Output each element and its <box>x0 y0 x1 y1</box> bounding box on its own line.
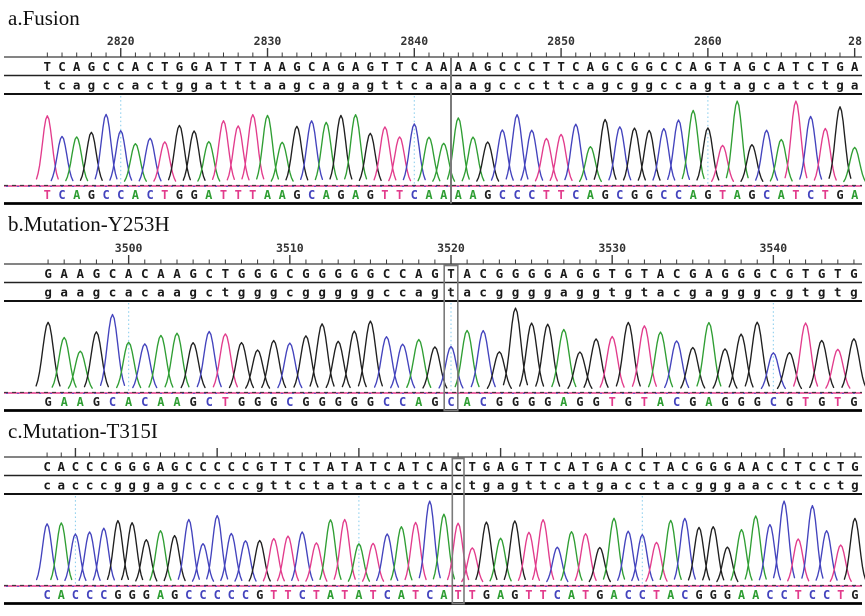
ruler-number: 2840 <box>400 34 428 48</box>
position-ruler: 3500 3510 3520 3530 3540 <box>4 241 862 265</box>
position-ruler: 2820 2830 2840 2850 2860 28 <box>4 34 862 58</box>
ruler-number: 2830 <box>254 34 282 48</box>
ruler-number: 2820 <box>107 34 135 48</box>
ruler-number: 2860 <box>694 34 722 48</box>
ruler-number: 3500 <box>115 241 143 255</box>
chromatogram-canvas: 3500 3510 3520 3530 3540 GAAGCACAAGCTGGGCGGGG… <box>4 241 865 412</box>
reference-sequence-lower: cacccgggagcccccgttctatatcatcactgagttcatg… <box>43 477 858 492</box>
chromatogram-canvas: CACCCGGGAGCCCCCGTTCTATATCATCACTGAGTTCATG… <box>4 447 865 605</box>
mutation-box <box>451 457 465 605</box>
ruler-number: 2850 <box>547 34 575 48</box>
ruler-number: 3510 <box>276 241 304 255</box>
ruler-number: 3530 <box>598 241 626 255</box>
ruler-number: 28 <box>848 34 862 48</box>
ruler-number: 3520 <box>437 241 465 255</box>
position-ruler <box>4 447 862 458</box>
reference-sequence-upper: CACCCGGGAGCCCCCGTTCTATATCATCACTGAGTTCATG… <box>43 459 858 474</box>
reference-sequence-lower: gaagcacaagctgggcgggggccagtacggggaggtgtac… <box>44 284 857 299</box>
trace-peaks <box>35 100 865 183</box>
panel-title-t315i: c.Mutation-T315I <box>8 418 158 443</box>
chromatogram-t315i: CACCCGGGAGCCCCCGTTCTATATCATCACTGAGTTCATG… <box>0 446 865 607</box>
panel-fusion: a.Fusion 2820 2830 2840 2850 2860 28 TCAGCCACT… <box>0 5 865 207</box>
trace-peaks <box>35 500 865 582</box>
reference-sequence-upper: GAAGCACAAGCTGGGCGGGGGCCAGTACGGGGAGGTGTAC… <box>44 266 857 281</box>
panel-title-fusion: a.Fusion <box>8 6 80 30</box>
chromatogram-fusion: 2820 2830 2840 2850 2860 28 TCAGCCACTGGATTTAAG… <box>0 33 865 207</box>
panel-title-y253h: b.Mutation-Y253H <box>8 212 170 237</box>
panel-mutation-t315i: c.Mutation-T315I CACCCGGGAGCCCCCGTTCTATA… <box>0 418 865 607</box>
ruler-number: 3540 <box>760 241 788 255</box>
trace-peaks <box>35 306 865 389</box>
mutation-box <box>443 264 459 411</box>
chromatogram-canvas: 2820 2830 2840 2850 2860 28 TCAGCCACTGGATTTAAG… <box>4 34 865 206</box>
chromatogram-y253h: 3500 3510 3520 3530 3540 GAAGCACAAGCTGGGCGGGG… <box>0 240 865 414</box>
panel-mutation-y253h: b.Mutation-Y253H 3500 3510 3520 3530 3540 GAA… <box>0 211 865 413</box>
